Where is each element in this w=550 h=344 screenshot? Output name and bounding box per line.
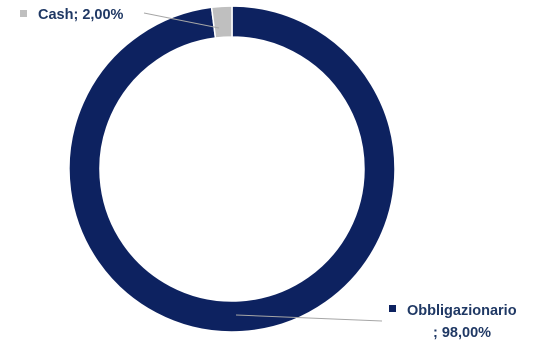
data-label-cash: Cash; 2,00% — [38, 7, 124, 23]
legend-marker-obbligazionario — [389, 305, 396, 312]
slice-cash — [210, 5, 233, 39]
slice-obbligazionario — [68, 5, 396, 333]
leader-line-obbligazionario — [235, 314, 383, 322]
donut-slices — [68, 5, 396, 333]
legend-marker-cash — [20, 10, 27, 17]
leader-line-cash — [143, 12, 220, 29]
data-label-obbligazionario-line1: Obbligazionario — [407, 303, 517, 319]
data-label-obbligazionario-line2: ; 98,00% — [433, 325, 491, 341]
